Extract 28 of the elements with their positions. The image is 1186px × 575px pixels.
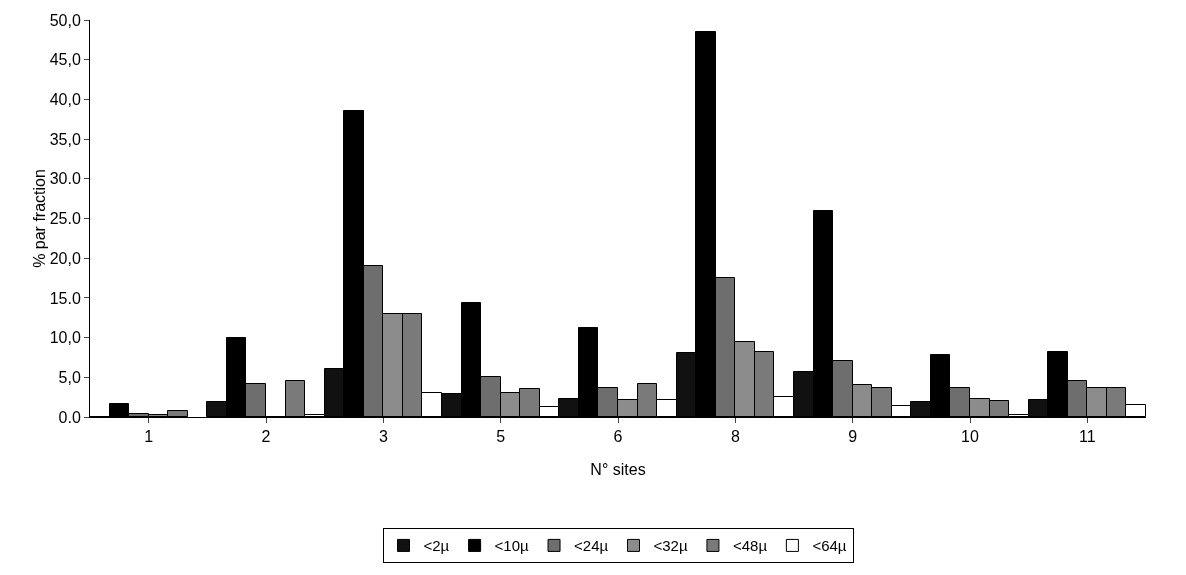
legend-label: <64µ bbox=[812, 537, 847, 555]
y-tick-label: 50,0 bbox=[49, 11, 81, 29]
y-tick-label: 40,0 bbox=[49, 91, 81, 108]
y-tick-label: 45,0 bbox=[49, 51, 81, 69]
y-axis-title: % par fraction bbox=[30, 169, 48, 268]
y-tick-label: 5,0 bbox=[58, 368, 81, 386]
x-tick-label: 9 bbox=[848, 428, 858, 446]
legend-label: <32µ bbox=[653, 537, 688, 555]
y-tick-label: 20,0 bbox=[49, 249, 81, 267]
x-tick-label: 1 bbox=[144, 428, 154, 446]
y-tick-label: 10,0 bbox=[49, 329, 81, 347]
legend-label: <10µ bbox=[494, 537, 530, 555]
x-tick-label: 6 bbox=[613, 428, 623, 446]
y-tick-label: 25.0 bbox=[49, 210, 81, 228]
x-tick-label: 11 bbox=[1079, 428, 1096, 446]
x-tick-label: 8 bbox=[730, 428, 740, 446]
legend-label: <48µ bbox=[732, 537, 768, 555]
x-tick-label: 10 bbox=[961, 428, 979, 446]
x-tick-label: 5 bbox=[496, 428, 506, 446]
legend-label: <2µ bbox=[423, 537, 450, 555]
y-tick-label: 35,0 bbox=[49, 130, 81, 148]
y-tick-label: 30.0 bbox=[49, 170, 81, 188]
x-axis-title: N° sites bbox=[590, 461, 646, 478]
y-tick-label: 15.0 bbox=[49, 289, 81, 307]
x-tick-label: 3 bbox=[378, 428, 388, 446]
legend-label: <24µ bbox=[574, 537, 609, 555]
y-tick-label: 0.0 bbox=[58, 408, 81, 426]
x-tick-label: 2 bbox=[261, 428, 271, 446]
